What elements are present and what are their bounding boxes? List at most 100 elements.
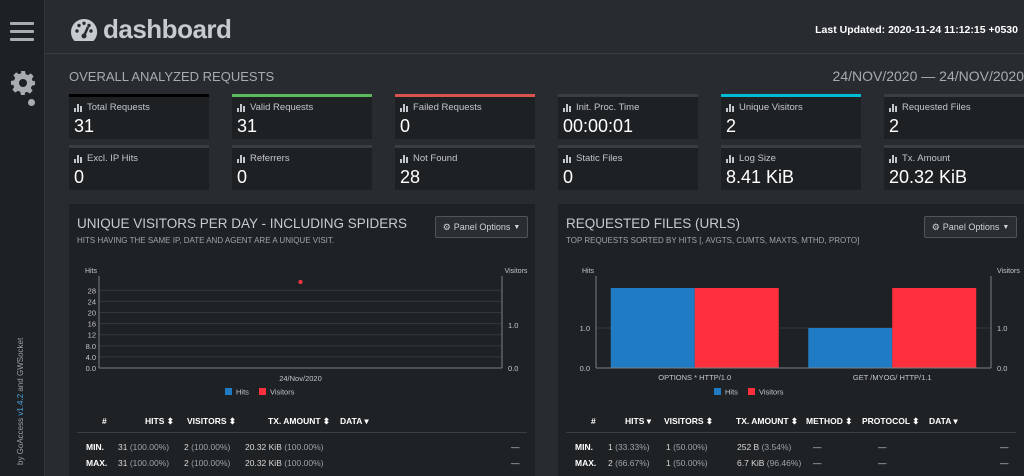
logo: dashboard [69, 14, 232, 45]
y2-tick-label: 1.0 [997, 324, 1007, 333]
dashboard-gauge-icon [71, 18, 98, 41]
panel-options-button[interactable]: ⚙ Panel Options ▼ [435, 216, 528, 238]
stat-label: Referrers [237, 153, 290, 164]
bar-chart-icon [563, 154, 572, 163]
stat-value: 20.32 KiB [889, 167, 968, 187]
bar-chart-icon [74, 103, 83, 112]
y-tick-label: 0.0 [86, 364, 96, 373]
column-header[interactable]: # [102, 416, 107, 426]
table-cell: 20.32 KiB (100.00%) [245, 442, 324, 452]
header-divider [566, 432, 1016, 433]
y2-axis-label: Visitors [505, 268, 528, 275]
legend-label-visitors: Visitors [270, 388, 295, 397]
stat-label: Init. Proc. Time [563, 102, 639, 113]
stat-label: Tx. Amount [889, 153, 950, 164]
stat-label: Not Found [400, 153, 457, 164]
caret-down-icon: ▼ [513, 223, 521, 231]
legend-label-hits: Hits [725, 388, 738, 397]
stat-label: Excl. IP Hits [74, 153, 138, 164]
bar-chart-icon [889, 154, 898, 163]
visitors-chart: Hits Visitors 0.0 4.0 8.0 12 16 20 24 28 0.0 1.0 24/… [85, 268, 528, 397]
stat-card: Not Found 28 [395, 145, 535, 190]
stat-label: Failed Requests [400, 102, 482, 113]
column-header[interactable]: DATA ▾ [929, 416, 958, 426]
bar-chart-icon [726, 103, 735, 112]
y-tick-label: 20 [88, 309, 96, 318]
x-tick-label: GET /MYOG/ HTTP/1.1 [853, 373, 932, 382]
y-tick-label: 4.0 [86, 353, 96, 362]
x-tick-label: 24/Nov/2020 [279, 374, 322, 383]
row-label: MIN. [575, 442, 593, 452]
stat-label: Requested Files [889, 102, 971, 113]
stat-value: 28 [400, 167, 421, 187]
legend-label-visitors: Visitors [759, 388, 784, 397]
legend-label-hits: Hits [236, 388, 249, 397]
y-tick-label: 16 [88, 320, 96, 329]
stat-card: Total Requests 31 [69, 94, 209, 139]
column-header[interactable]: TX. AMOUNT ⬍ [736, 416, 799, 426]
legend-swatch-hits [714, 388, 721, 395]
stat-value: 8.41 KiB [726, 167, 795, 187]
overall-section-title: OVERALL ANALYZED REQUESTS [69, 69, 275, 84]
stat-value: 31 [74, 116, 95, 136]
bar-chart-icon [237, 103, 246, 112]
stat-label: Static Files [563, 153, 622, 164]
column-header[interactable]: PROTOCOL ⬍ [862, 416, 920, 426]
y2-tick-label: 1.0 [508, 321, 518, 330]
bar-chart-icon [726, 154, 735, 163]
gear-icon[interactable] [10, 70, 36, 96]
bar-chart-icon [237, 154, 246, 163]
stat-card: Unique Visitors 2 [721, 94, 861, 139]
table-cell: — [1000, 458, 1009, 468]
table-cell: 6.7 KiB (96.46%) [737, 458, 802, 468]
column-header[interactable]: TX. AMOUNT ⬍ [268, 416, 331, 426]
visitors-point [298, 280, 303, 284]
stat-value: 2 [726, 116, 737, 136]
table-cell: 1 (33.33%) [608, 442, 650, 452]
stat-value: 0 [400, 116, 411, 136]
column-header[interactable]: VISITORS ⬍ [187, 416, 237, 426]
stat-label: Log Size [726, 153, 776, 164]
y-tick-label: 8.0 [86, 342, 96, 351]
stat-label: Total Requests [74, 102, 150, 113]
y-tick-label: 1.0 [580, 324, 590, 333]
table-cell: 252 B (3.54%) [737, 442, 792, 452]
y-tick-label: 28 [88, 286, 96, 295]
legend-swatch-visitors [259, 388, 266, 395]
table-cell: — [878, 442, 887, 452]
panel-options-button[interactable]: ⚙ Panel Options ▼ [924, 216, 1017, 238]
panel-title: UNIQUE VISITORS PER DAY - INCLUDING SPID… [77, 216, 408, 231]
gear-icon: ⚙ [442, 221, 451, 232]
bar-chart-icon [400, 154, 409, 163]
column-header[interactable]: VISITORS ⬍ [664, 416, 714, 426]
stat-card: Referrers 0 [232, 145, 372, 190]
column-header[interactable]: DATA ▾ [340, 416, 369, 426]
stat-card: Log Size 8.41 KiB [721, 145, 861, 190]
column-header[interactable]: HITS ⬍ [145, 416, 174, 426]
table-cell: 20.32 KiB (100.00%) [245, 458, 324, 468]
table-cell: — [878, 458, 887, 468]
stat-card: Excl. IP Hits 0 [69, 145, 209, 190]
visitors-panel: UNIQUE VISITORS PER DAY - INCLUDING SPID… [69, 204, 535, 476]
y2-axis-label: Visitors [997, 268, 1020, 275]
y-axis-label: Hits [582, 268, 595, 275]
row-label: MIN. [86, 442, 104, 452]
table-cell: 2 (66.67%) [608, 458, 650, 468]
panel-subtitle: TOP REQUESTS SORTED BY HITS [, AVGTS, CU… [566, 236, 860, 245]
column-header[interactable]: HITS ▾ [625, 416, 651, 426]
version-link[interactable]: v1.4.2 [16, 393, 25, 416]
column-header[interactable]: # [591, 416, 596, 426]
last-updated: Last Updated: 2020-11-24 11:12:15 +0530 [815, 24, 1018, 36]
menu-icon[interactable] [10, 22, 34, 42]
column-header[interactable]: METHOD ⬍ [806, 416, 853, 426]
stat-card: Tx. Amount 20.32 KiB [884, 145, 1024, 190]
row-label: MAX. [86, 458, 108, 468]
hits-bar [610, 288, 695, 368]
hits-bar [808, 328, 893, 368]
bar-chart-icon [889, 103, 898, 112]
table-cell: — [1000, 442, 1009, 452]
requests-panel: REQUESTED FILES (URLS) TOP REQUESTS SORT… [558, 204, 1024, 476]
stat-label: Unique Visitors [726, 102, 803, 113]
stat-label: Valid Requests [237, 102, 313, 113]
goaccess-credit: by GoAccess v1.4.2 and GWSocket [16, 337, 25, 465]
